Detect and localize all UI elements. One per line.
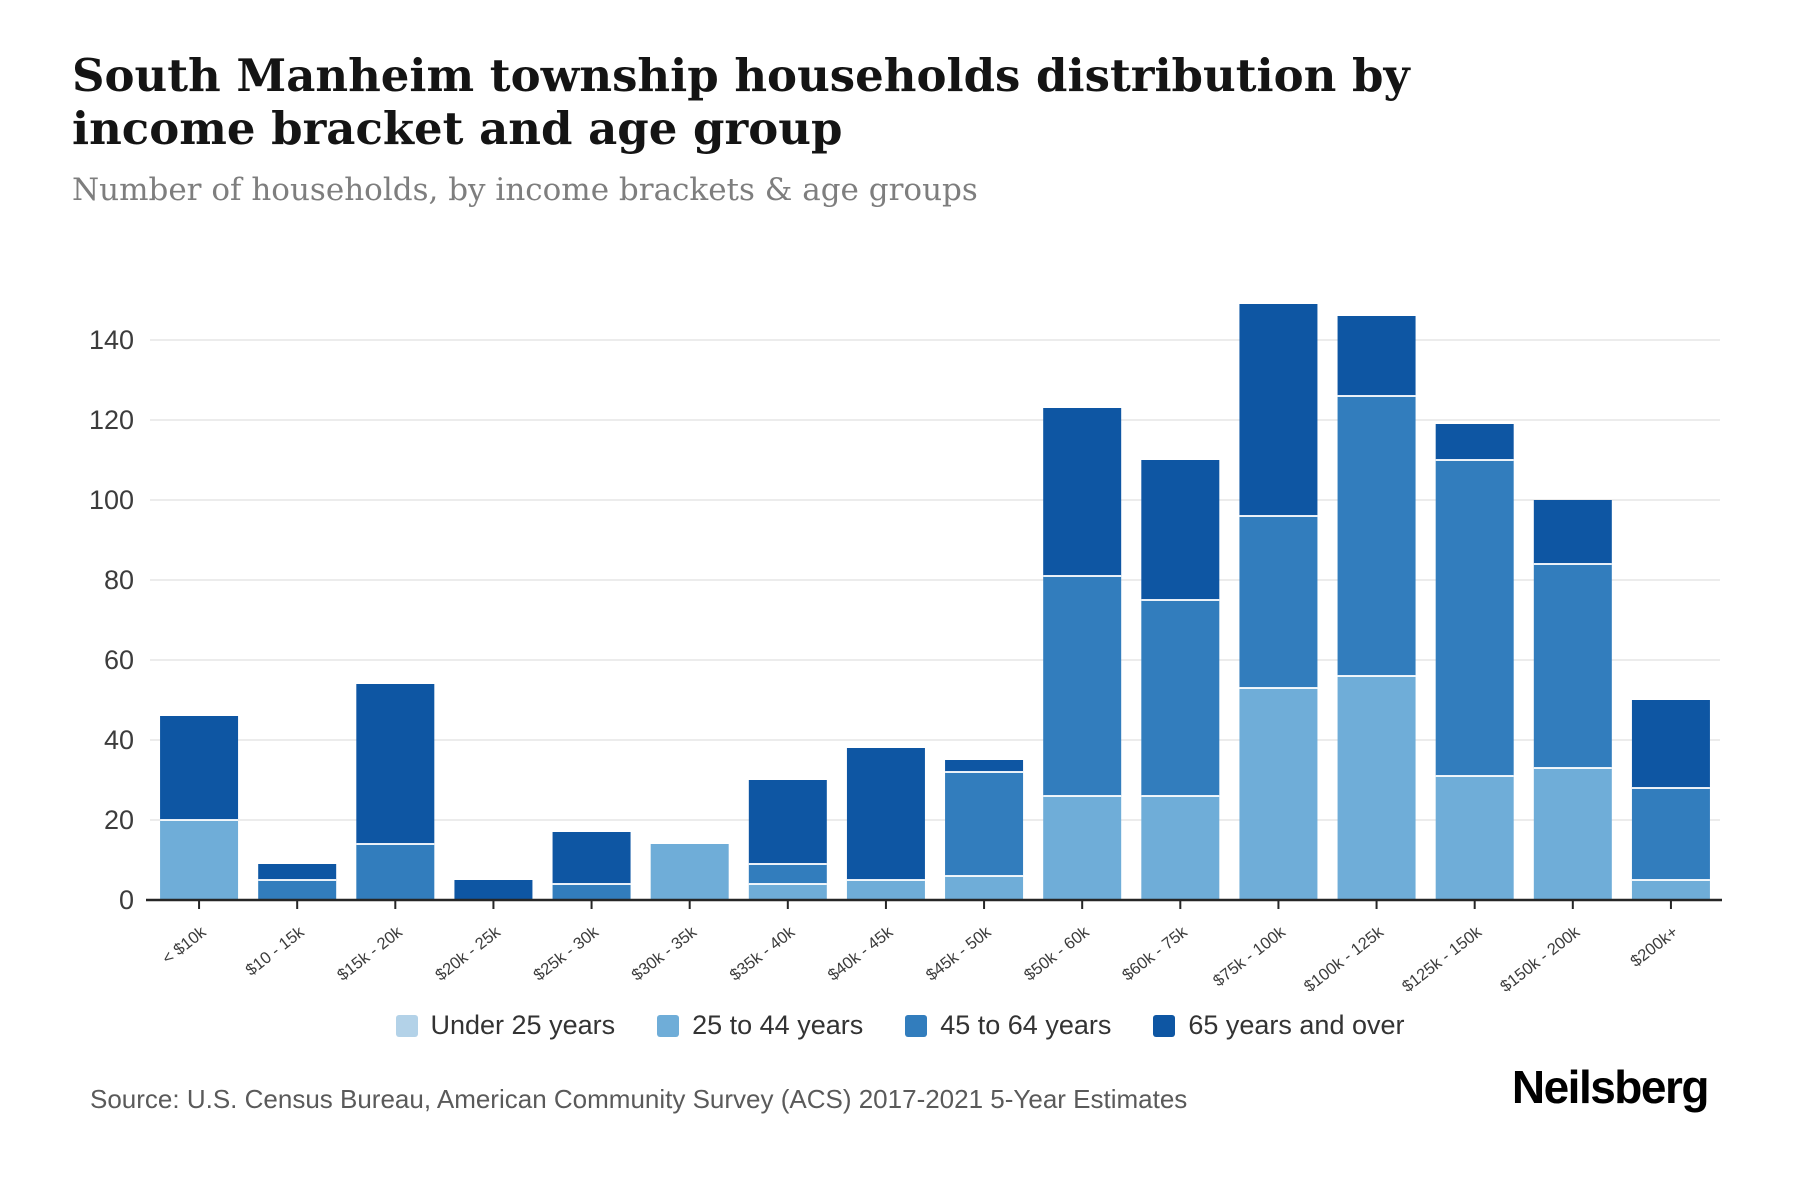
bar-segment[interactable] <box>1337 676 1416 900</box>
bar-segment[interactable] <box>1435 424 1514 460</box>
legend-item[interactable]: Under 25 years <box>395 1010 616 1041</box>
bar-segment[interactable] <box>1533 564 1612 768</box>
bar-segment[interactable] <box>1141 796 1220 900</box>
legend-label: Under 25 years <box>430 1010 616 1040</box>
legend-item[interactable]: 65 years and over <box>1153 1010 1405 1041</box>
legend-label: 65 years and over <box>1188 1010 1405 1040</box>
x-axis-category-label: $30k - 35k <box>628 923 700 985</box>
legend-label: 25 to 44 years <box>692 1010 864 1040</box>
bar-segment[interactable] <box>160 716 239 820</box>
x-axis-category-label: $150k - 200k <box>1497 923 1584 996</box>
legend-item[interactable]: 25 to 44 years <box>657 1010 863 1041</box>
bar-segment[interactable] <box>1533 500 1612 564</box>
source-note: Source: U.S. Census Bureau, American Com… <box>90 1084 1188 1114</box>
bar-segment[interactable] <box>846 880 925 900</box>
bar-segment[interactable] <box>1435 460 1514 776</box>
bar-segment[interactable] <box>1239 688 1318 900</box>
bar-segment[interactable] <box>552 884 631 900</box>
x-axis-category-label: < $10k <box>159 923 210 968</box>
legend-swatch-icon <box>657 1014 680 1037</box>
bar-segment[interactable] <box>552 832 631 884</box>
y-axis-tick-label: 100 <box>89 485 134 515</box>
y-axis-tick-label: 80 <box>104 565 134 595</box>
bar-segment[interactable] <box>356 844 435 900</box>
bar-segment[interactable] <box>1043 576 1122 796</box>
bar-segment[interactable] <box>846 748 925 880</box>
y-axis-tick-label: 120 <box>89 405 134 435</box>
chart-subtitle: Number of households, by income brackets… <box>72 172 978 208</box>
bar-segment[interactable] <box>748 864 827 884</box>
bar-segment[interactable] <box>1239 516 1318 688</box>
y-axis-tick-label: 0 <box>119 885 134 915</box>
legend-swatch-icon <box>395 1014 418 1037</box>
x-axis-category-label: $35k - 40k <box>726 923 798 985</box>
bar-segment[interactable] <box>1435 776 1514 900</box>
bar-segment[interactable] <box>258 864 337 880</box>
x-axis-category-label: $45k - 50k <box>923 923 995 985</box>
bar-segment[interactable] <box>160 820 239 900</box>
y-axis-tick-label: 60 <box>104 645 134 675</box>
y-axis-tick-label: 20 <box>104 805 134 835</box>
bar-segment[interactable] <box>748 780 827 864</box>
bar-segment[interactable] <box>1631 788 1710 880</box>
bar-segment[interactable] <box>748 884 827 900</box>
chart-legend: Under 25 years 25 to 44 years 45 to 64 yea… <box>0 1010 1800 1041</box>
bar-segment[interactable] <box>945 760 1024 772</box>
bar-segment[interactable] <box>1141 460 1220 600</box>
x-axis-category-label: $60k - 75k <box>1119 923 1191 985</box>
bar-segment[interactable] <box>1043 408 1122 576</box>
x-axis-category-label: $20k - 25k <box>432 923 504 985</box>
bar-segment[interactable] <box>945 876 1024 900</box>
bar-segment[interactable] <box>1239 304 1318 516</box>
x-axis-category-label: $100k - 125k <box>1301 923 1388 996</box>
x-axis-category-label: $200k+ <box>1627 923 1681 971</box>
bar-segment[interactable] <box>454 880 533 900</box>
legend-swatch-icon <box>1153 1014 1176 1037</box>
legend-label: 45 to 64 years <box>940 1010 1112 1040</box>
bar-segment[interactable] <box>356 684 435 844</box>
x-axis-category-label: $25k - 30k <box>530 923 602 985</box>
x-axis-category-label: $40k - 45k <box>825 923 897 985</box>
neilsberg-logo[interactable]: Neilsberg <box>1511 1061 1710 1113</box>
bar-segment[interactable] <box>650 844 729 900</box>
bar-segment[interactable] <box>1043 796 1122 900</box>
legend-swatch-icon <box>905 1014 928 1037</box>
page-title: South Manheim township households distri… <box>72 49 1410 155</box>
bar-segment[interactable] <box>1631 880 1710 900</box>
x-axis-category-label: $75k - 100k <box>1210 923 1290 991</box>
y-axis-tick-label: 140 <box>89 325 134 355</box>
x-axis-category-label: $10 - 15k <box>242 923 308 980</box>
bar-segment[interactable] <box>1631 700 1710 788</box>
x-axis-category-label: $50k - 60k <box>1021 923 1093 985</box>
x-axis-category-label: $125k - 150k <box>1399 923 1486 996</box>
bar-segment[interactable] <box>1141 600 1220 796</box>
legend-item[interactable]: 45 to 64 years <box>905 1010 1111 1041</box>
x-axis-category-label: $15k - 20k <box>334 923 406 985</box>
bar-segment[interactable] <box>1337 396 1416 676</box>
y-axis-tick-label: 40 <box>104 725 134 755</box>
bar-segment[interactable] <box>1533 768 1612 900</box>
bar-segment[interactable] <box>258 880 337 900</box>
bar-segment[interactable] <box>1337 316 1416 396</box>
bar-segment[interactable] <box>945 772 1024 876</box>
